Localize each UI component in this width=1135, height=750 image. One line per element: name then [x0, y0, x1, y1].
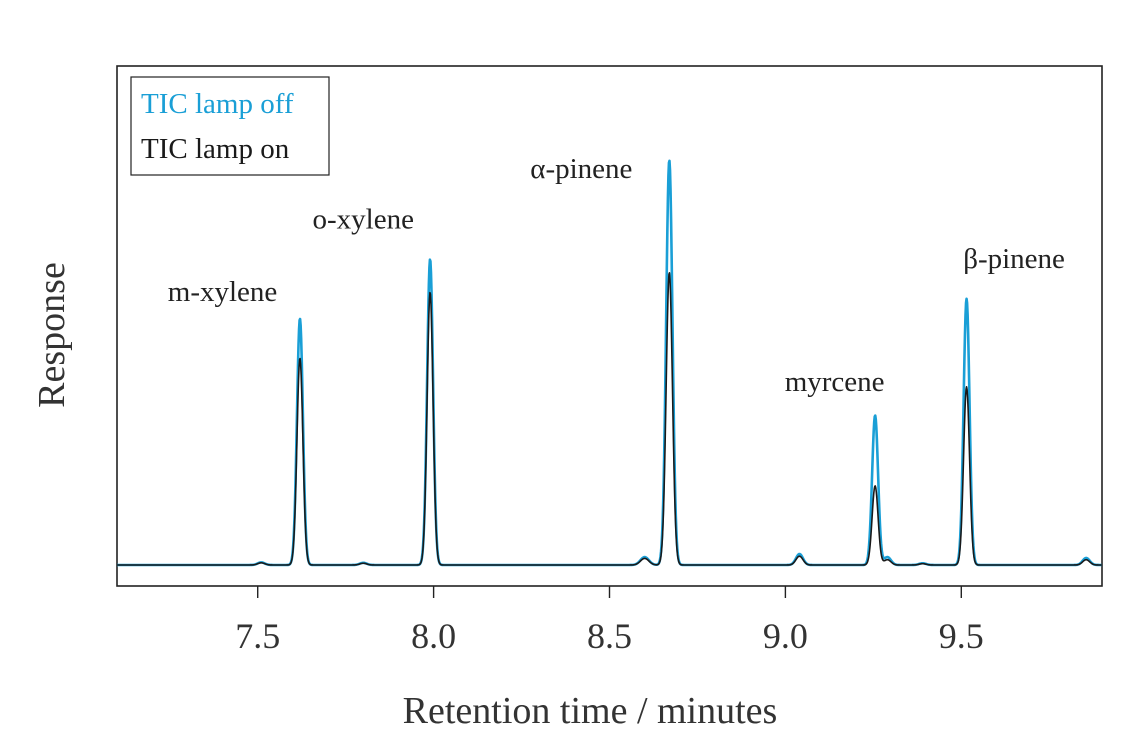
- x-axis-label: Retention time / minutes: [403, 690, 778, 732]
- legend-entry-lamp-on: TIC lamp on: [141, 133, 290, 165]
- series-line-lamp-on: [116, 272, 1102, 566]
- x-tick-label: 7.5: [235, 616, 280, 656]
- peak-label: m-xylene: [168, 276, 278, 308]
- x-tick-label: 9.0: [763, 616, 808, 656]
- x-tick-label: 9.5: [939, 616, 984, 656]
- legend-box: [130, 76, 330, 176]
- x-tick-label: 8.0: [411, 616, 456, 656]
- peak-label: myrcene: [785, 366, 885, 398]
- x-tick-label: 8.5: [587, 616, 632, 656]
- peak-labels: m-xylene o-xylene α-pinene myrcene β-pinene: [168, 153, 1065, 398]
- y-axis-label: Response: [31, 262, 73, 408]
- peak-label: α-pinene: [530, 153, 632, 185]
- peak-label: o-xylene: [313, 203, 414, 235]
- peak-label: β-pinene: [963, 243, 1065, 275]
- x-axis: 7.5 8.0 8.5 9.0 9.5: [235, 586, 984, 656]
- series-layer: [116, 159, 1103, 567]
- series-line-lamp-off: [116, 159, 1103, 567]
- legend: TIC lamp off TIC lamp on: [130, 76, 330, 176]
- legend-entry-lamp-off: TIC lamp off: [141, 88, 294, 120]
